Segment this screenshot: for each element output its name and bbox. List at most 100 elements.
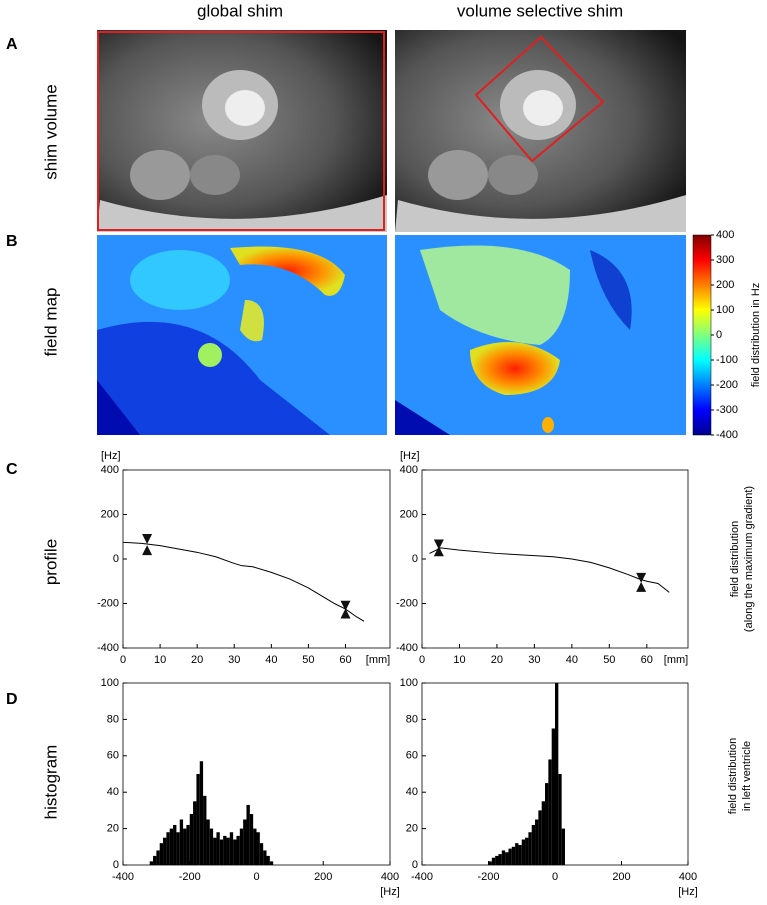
- column-header: global shim: [197, 1, 283, 20]
- column-header: volume selective shim: [457, 1, 623, 20]
- histogram-bar: [269, 861, 274, 865]
- histogram-bar: [545, 783, 549, 865]
- marker: [636, 572, 647, 583]
- y-tick-label: -400: [97, 642, 119, 654]
- histogram-bar: [525, 837, 529, 865]
- histogram-bar: [213, 837, 217, 865]
- colorbar-tick-label: 200: [716, 279, 734, 291]
- y-tick-label: 80: [406, 713, 418, 725]
- marker: [142, 545, 153, 556]
- x-tick-label: 200: [314, 871, 332, 883]
- histogram-bar: [505, 852, 509, 865]
- histogram-bar: [216, 832, 220, 865]
- profile-line: [122, 541, 365, 622]
- x-tick-label: 60: [641, 654, 653, 666]
- panel-letter: C: [6, 461, 18, 478]
- x-tick-label: 400: [679, 871, 697, 883]
- histogram-bar: [558, 774, 562, 865]
- histogram-bar: [246, 804, 250, 865]
- histogram-bar: [495, 855, 499, 865]
- colorbar-tick-label: -300: [716, 404, 738, 416]
- histogram-bar: [196, 774, 200, 865]
- histogram-bar: [189, 814, 194, 865]
- field-map: [97, 235, 387, 435]
- histogram-bar: [229, 832, 234, 865]
- histogram-bar: [266, 855, 270, 865]
- histogram-bar: [253, 828, 257, 865]
- histogram-bar: [538, 810, 542, 865]
- colorbar-tick-label: -400: [716, 429, 738, 441]
- histogram-bar: [233, 839, 237, 865]
- y-tick-label: 0: [113, 859, 119, 871]
- row-label: field map: [41, 288, 60, 357]
- histogram-bar: [169, 828, 174, 865]
- x-tick-label: 10: [154, 654, 166, 666]
- histogram-bar: [256, 832, 260, 865]
- y-tick-label: 100: [101, 677, 119, 689]
- mri-image: [395, 30, 686, 232]
- y-tick-label: 0: [113, 553, 119, 565]
- x-tick-label: 20: [491, 654, 503, 666]
- histogram-bar: [183, 828, 187, 865]
- histogram-bar: [528, 832, 532, 865]
- histogram-bar: [243, 819, 247, 865]
- panel-letter: A: [6, 36, 18, 53]
- histogram-bar: [541, 801, 546, 865]
- x-unit: [mm]: [366, 654, 390, 666]
- histogram-bar: [521, 839, 526, 865]
- histogram-bar: [206, 819, 210, 865]
- colorbar-tick-label: -200: [716, 379, 738, 391]
- x-unit: [mm]: [664, 654, 688, 666]
- plot-frame: [421, 469, 689, 649]
- side-label: in left ventricle: [741, 741, 753, 811]
- histogram-bar: [163, 837, 167, 865]
- histogram-bar: [561, 828, 565, 865]
- histogram-bar: [203, 795, 207, 865]
- histogram-bar: [159, 843, 164, 865]
- colorbar-tick-label: 100: [716, 304, 734, 316]
- x-unit: [Hz]: [380, 886, 400, 898]
- y-tick-label: 400: [400, 464, 418, 476]
- x-tick-label: 40: [265, 654, 277, 666]
- histogram-bar: [166, 832, 170, 865]
- y-tick-label: -200: [396, 597, 418, 609]
- x-tick-label: -400: [112, 871, 134, 883]
- y-tick-label: 200: [400, 508, 418, 520]
- histogram-bar: [239, 828, 244, 865]
- marker: [433, 539, 444, 550]
- histogram-bar: [491, 857, 496, 865]
- y-tick-label: 20: [406, 823, 418, 835]
- histogram-bar: [149, 861, 154, 865]
- y-tick-label: 400: [101, 464, 119, 476]
- x-tick-label: 30: [528, 654, 540, 666]
- x-tick-label: 0: [120, 654, 126, 666]
- histogram-bar: [548, 759, 552, 865]
- histogram-bar: [535, 819, 539, 865]
- y-tick-label: 0: [412, 859, 418, 871]
- histogram-bar: [555, 683, 559, 865]
- colorbar-tick-label: 400: [716, 229, 734, 241]
- y-unit: [Hz]: [101, 450, 121, 462]
- x-tick-label: 200: [612, 871, 630, 883]
- histogram-bar: [518, 844, 522, 865]
- side-label: field distribution: [727, 738, 739, 814]
- histogram-bar: [531, 824, 536, 865]
- y-tick-label: -200: [97, 597, 119, 609]
- row-label: profile: [41, 539, 60, 585]
- marker: [433, 546, 444, 557]
- histogram-bar: [226, 837, 230, 865]
- marker: [340, 600, 351, 611]
- x-tick-label: 50: [603, 654, 615, 666]
- y-tick-label: 20: [107, 823, 119, 835]
- x-tick-label: 20: [191, 654, 203, 666]
- plot-frame: [122, 469, 391, 649]
- histogram-bar: [508, 848, 512, 865]
- histogram-bar: [223, 835, 227, 865]
- y-unit: [Hz]: [400, 450, 420, 462]
- side-label: (along the maximum gradient): [743, 486, 755, 632]
- x-tick-label: 40: [566, 654, 578, 666]
- histogram-bar: [186, 824, 190, 865]
- x-tick-label: 0: [552, 871, 558, 883]
- row-label: shim volume: [41, 84, 60, 179]
